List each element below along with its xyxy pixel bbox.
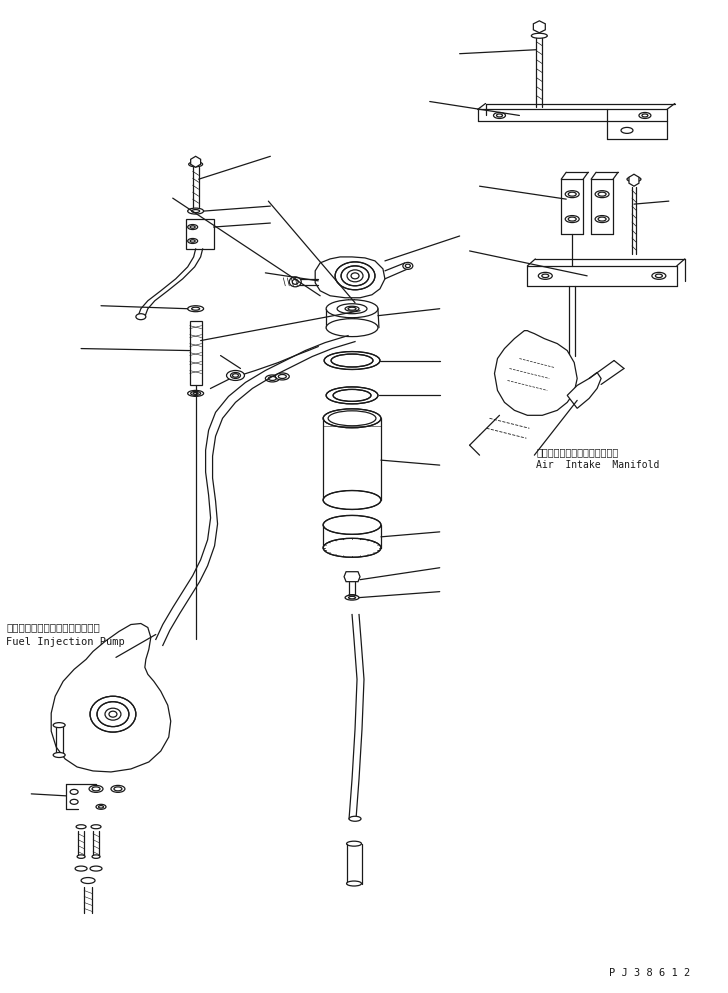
Ellipse shape: [538, 272, 553, 279]
Ellipse shape: [188, 209, 204, 214]
Text: Air  Intake  Manifold: Air Intake Manifold: [537, 460, 660, 470]
Ellipse shape: [565, 191, 579, 198]
Ellipse shape: [136, 314, 146, 320]
Ellipse shape: [289, 277, 301, 287]
Polygon shape: [191, 156, 201, 167]
Polygon shape: [494, 331, 577, 415]
Ellipse shape: [97, 702, 129, 727]
Ellipse shape: [70, 799, 78, 804]
Ellipse shape: [347, 881, 362, 886]
Polygon shape: [344, 572, 360, 582]
Ellipse shape: [188, 238, 197, 243]
Ellipse shape: [323, 409, 381, 428]
Ellipse shape: [91, 825, 101, 829]
Ellipse shape: [337, 304, 367, 314]
Ellipse shape: [326, 319, 378, 337]
Ellipse shape: [53, 753, 65, 758]
Text: フェエルインジェクションポンプ: フェエルインジェクションポンプ: [7, 623, 100, 633]
Ellipse shape: [348, 307, 356, 310]
Ellipse shape: [565, 215, 579, 222]
Ellipse shape: [345, 306, 359, 311]
Text: エアーインテークマニホールド: エアーインテークマニホールド: [537, 447, 619, 457]
Ellipse shape: [345, 595, 359, 600]
Ellipse shape: [188, 306, 204, 312]
Ellipse shape: [226, 370, 245, 380]
Ellipse shape: [652, 272, 666, 279]
Ellipse shape: [188, 390, 204, 396]
Ellipse shape: [347, 595, 357, 599]
Ellipse shape: [328, 411, 376, 426]
Ellipse shape: [324, 352, 380, 369]
Ellipse shape: [53, 723, 65, 728]
Polygon shape: [315, 257, 385, 298]
Ellipse shape: [595, 191, 609, 198]
Ellipse shape: [595, 215, 609, 222]
Ellipse shape: [627, 177, 641, 182]
Ellipse shape: [75, 866, 87, 871]
Ellipse shape: [188, 224, 197, 229]
Ellipse shape: [531, 34, 547, 39]
Text: P J 3 8 6 1 2: P J 3 8 6 1 2: [609, 968, 690, 978]
Ellipse shape: [323, 491, 381, 509]
Ellipse shape: [189, 162, 202, 167]
Ellipse shape: [111, 785, 125, 792]
Ellipse shape: [351, 273, 359, 279]
Ellipse shape: [77, 855, 85, 858]
Ellipse shape: [90, 696, 136, 732]
Ellipse shape: [335, 262, 375, 290]
Ellipse shape: [326, 387, 378, 404]
Ellipse shape: [275, 373, 289, 380]
Ellipse shape: [347, 270, 363, 282]
Ellipse shape: [292, 279, 298, 284]
Ellipse shape: [105, 708, 121, 720]
Ellipse shape: [231, 372, 240, 378]
Ellipse shape: [90, 866, 102, 871]
Ellipse shape: [331, 355, 373, 367]
Text: Fuel Injection Pump: Fuel Injection Pump: [7, 638, 125, 647]
Polygon shape: [534, 21, 545, 33]
Ellipse shape: [326, 300, 378, 318]
Ellipse shape: [323, 538, 381, 557]
Bar: [186, 219, 213, 249]
Ellipse shape: [109, 711, 117, 717]
Ellipse shape: [76, 825, 86, 829]
Ellipse shape: [266, 375, 280, 382]
Ellipse shape: [333, 389, 371, 401]
Ellipse shape: [341, 266, 369, 286]
Polygon shape: [567, 372, 601, 408]
Ellipse shape: [96, 804, 106, 809]
Polygon shape: [629, 174, 639, 187]
Ellipse shape: [323, 515, 381, 534]
Ellipse shape: [347, 841, 362, 846]
Ellipse shape: [403, 262, 413, 269]
Ellipse shape: [89, 785, 103, 792]
Ellipse shape: [81, 878, 95, 884]
Ellipse shape: [70, 789, 78, 794]
Bar: [190, 321, 202, 385]
Polygon shape: [51, 624, 171, 772]
Ellipse shape: [349, 816, 361, 821]
Ellipse shape: [92, 855, 100, 858]
